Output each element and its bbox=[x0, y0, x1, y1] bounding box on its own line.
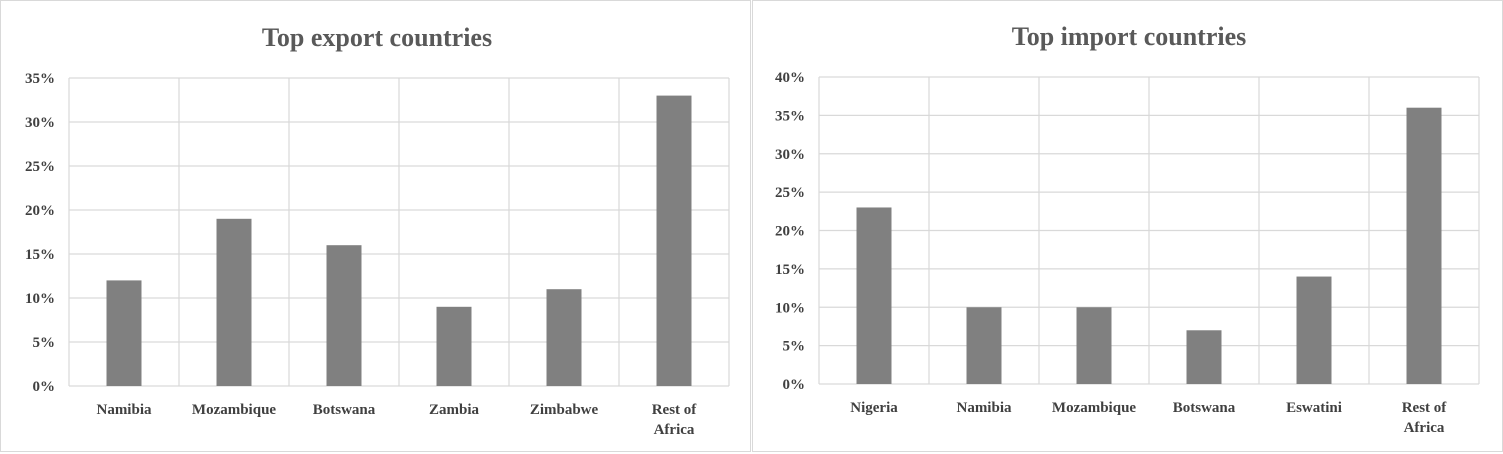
bar bbox=[656, 95, 692, 386]
y-tick-label: 5% bbox=[33, 335, 56, 351]
y-tick-label: 35% bbox=[25, 71, 55, 87]
x-tick-label-line: Zambia bbox=[429, 402, 480, 418]
bar bbox=[966, 307, 1002, 384]
bar bbox=[1296, 276, 1332, 384]
y-tick-label: 30% bbox=[775, 147, 805, 163]
chart-title: Top import countries bbox=[1012, 22, 1247, 51]
x-tick-label-line: Namibia bbox=[96, 402, 152, 418]
x-tick-label: Eswatini bbox=[1286, 400, 1342, 416]
y-tick-label: 15% bbox=[25, 247, 55, 263]
import-chart: Top import countries 0% 5% 10% 15% 20% 25% 30%… bbox=[775, 22, 1480, 436]
bar bbox=[1076, 307, 1112, 384]
x-tick-label-line: Mozambique bbox=[1052, 400, 1137, 416]
plot-area: 0% 5% 10% 15% 20% 25% 30% 35% 40% Nigeria Namibia M… bbox=[775, 70, 1480, 436]
bar bbox=[546, 289, 582, 386]
y-tick-label: 15% bbox=[775, 262, 805, 278]
chart-title: Top export countries bbox=[262, 23, 492, 52]
x-tick-label-line: Africa bbox=[654, 422, 695, 438]
y-tick-label: 35% bbox=[775, 108, 805, 124]
x-tick-label-line: Africa bbox=[1404, 420, 1445, 436]
x-tick-label-line: Rest of bbox=[1402, 400, 1448, 416]
x-tick-label-line: Rest of bbox=[652, 402, 698, 418]
x-tick-label: Rest of Africa bbox=[652, 402, 698, 438]
x-tick-label: Namibia bbox=[96, 402, 152, 418]
bar bbox=[1186, 330, 1222, 384]
plot-area: 0% 5% 10% 15% 20% 25% 30% 35% Namibia Mozambique B… bbox=[25, 71, 730, 438]
y-tick-label: 25% bbox=[25, 159, 55, 175]
x-tick-label: Rest of Africa bbox=[1402, 400, 1448, 436]
y-tick-label: 30% bbox=[25, 115, 55, 131]
bar bbox=[326, 245, 362, 386]
x-tick-label: Botswana bbox=[1173, 400, 1236, 416]
y-tick-label: 0% bbox=[783, 377, 806, 393]
x-tick-label-line: Mozambique bbox=[192, 402, 277, 418]
y-tick-label: 10% bbox=[25, 291, 55, 307]
export-chart: Top export countries 0% 5% 10% 15% 20% 25% 30%… bbox=[25, 23, 730, 438]
x-tick-label-line: Nigeria bbox=[850, 400, 898, 416]
y-tick-label: 5% bbox=[783, 339, 806, 355]
x-tick-label-line: Botswana bbox=[1173, 400, 1236, 416]
y-tick-label: 20% bbox=[25, 203, 55, 219]
y-tick-label: 10% bbox=[775, 300, 805, 316]
y-tick-label: 0% bbox=[33, 379, 56, 395]
export-chart-panel: Top export countries 0% 5% 10% 15% 20% 25% 30%… bbox=[0, 0, 751, 452]
import-chart-panel: Top import countries 0% 5% 10% 15% 20% 25% 30%… bbox=[752, 0, 1503, 452]
x-tick-label: Zimbabwe bbox=[530, 402, 599, 418]
x-tick-label: Nigeria bbox=[850, 400, 898, 416]
x-tick-label: Zambia bbox=[429, 402, 480, 418]
bar bbox=[856, 207, 892, 384]
x-tick-label-line: Eswatini bbox=[1286, 400, 1342, 416]
bar bbox=[216, 218, 252, 386]
y-tick-label: 25% bbox=[775, 185, 805, 201]
y-tick-label: 20% bbox=[775, 224, 805, 240]
bar bbox=[436, 306, 472, 386]
bar bbox=[106, 280, 142, 386]
x-tick-label-line: Namibia bbox=[956, 400, 1012, 416]
x-tick-label: Mozambique bbox=[1052, 400, 1137, 416]
x-tick-label-line: Botswana bbox=[313, 402, 376, 418]
bar bbox=[1406, 107, 1442, 384]
x-tick-label: Namibia bbox=[956, 400, 1012, 416]
x-tick-label: Botswana bbox=[313, 402, 376, 418]
y-tick-label: 40% bbox=[775, 70, 805, 86]
x-tick-label: Mozambique bbox=[192, 402, 277, 418]
x-tick-label-line: Zimbabwe bbox=[530, 402, 599, 418]
